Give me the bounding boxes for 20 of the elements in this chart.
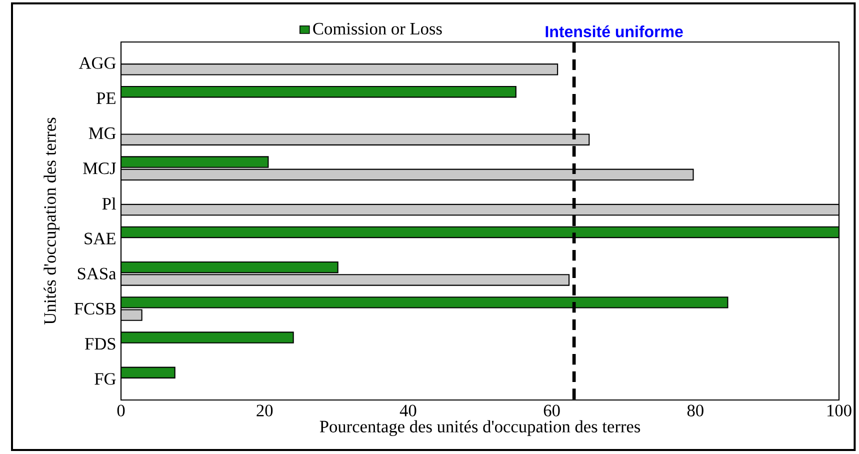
x-tick-label: 80 [687, 404, 704, 416]
legend-label: Comission or Loss [313, 22, 442, 35]
y-tick-label: FCSB [74, 302, 116, 315]
x-tick-label: 40 [400, 404, 416, 416]
y-tick-label: FDS [85, 338, 116, 350]
y-tick-label: MG [88, 127, 116, 140]
x-axis-title: Pourcentage des unités d'occupation des terres [320, 420, 640, 436]
ref-line-label: Intensité uniforme [546, 25, 683, 38]
y-axis-title: Unités d'occupation des terres [44, 118, 60, 324]
x-tick-label: 100 [828, 404, 852, 416]
y-tick-label: FG [94, 373, 116, 385]
y-tick-label: SAE [84, 232, 116, 244]
x-tick-label: 20 [256, 404, 273, 416]
x-tick-label: 60 [544, 404, 560, 416]
y-tick-label: PE [96, 92, 116, 104]
x-tick-label: 0 [117, 404, 125, 416]
y-tick-label: AGG [78, 57, 116, 69]
y-tick-label: Pl [102, 197, 116, 210]
y-tick-label: MCJ [83, 162, 116, 174]
y-tick-label: SASa [78, 268, 116, 280]
